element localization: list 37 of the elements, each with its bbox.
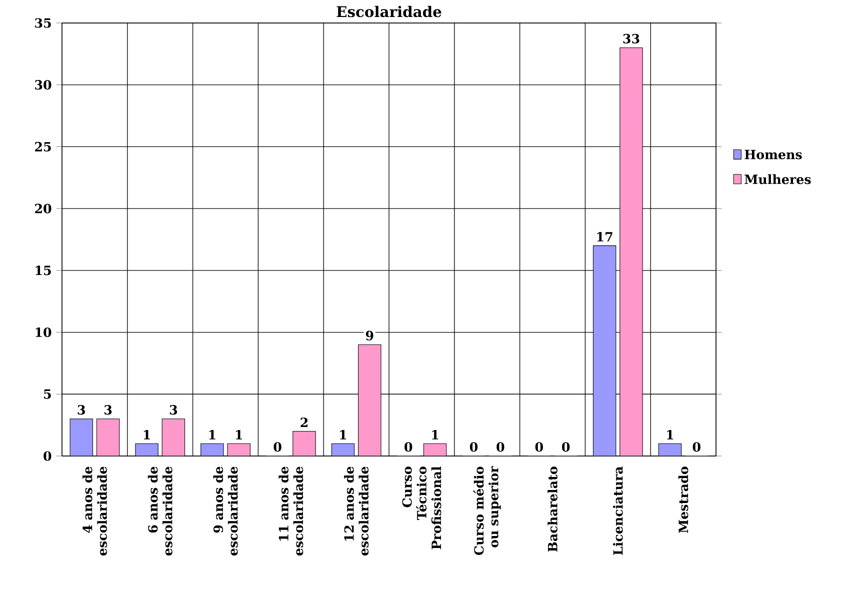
y-tick-label: 15 bbox=[36, 266, 51, 276]
data-label: 1 bbox=[236, 430, 242, 440]
data-label: 9 bbox=[366, 330, 374, 340]
x-tick-label: 4 anos de escolaridade bbox=[82, 466, 107, 556]
x-tick-label: Bacharelato bbox=[548, 466, 558, 552]
x-tick-label: Curso Técnico Profissional bbox=[402, 466, 442, 550]
y-tick-label: 0 bbox=[44, 451, 52, 461]
y-tick-label: 35 bbox=[35, 18, 51, 28]
x-tick-label: Licenciatura bbox=[613, 466, 623, 555]
x-tick-label: Curso médio ou superior bbox=[473, 466, 501, 555]
data-label: 0 bbox=[692, 442, 700, 452]
y-tick-label: 25 bbox=[35, 142, 51, 152]
data-label: 1 bbox=[144, 430, 150, 440]
data-label: 1 bbox=[667, 430, 674, 440]
data-label: 3 bbox=[78, 405, 85, 415]
data-label: 0 bbox=[470, 442, 478, 452]
data-label: 3 bbox=[170, 405, 178, 415]
data-label: 1 bbox=[340, 430, 346, 440]
data-label: 0 bbox=[535, 442, 543, 452]
data-label: 0 bbox=[562, 442, 570, 452]
data-label: 33 bbox=[623, 34, 640, 44]
y-tick-label: 10 bbox=[36, 327, 52, 338]
y-tick-label: 30 bbox=[35, 80, 52, 90]
data-label: 2 bbox=[300, 418, 308, 427]
x-tick-label: Mestrado bbox=[678, 466, 688, 533]
chart-title: Escolaridade bbox=[336, 6, 442, 18]
data-label: 3 bbox=[104, 405, 112, 415]
data-label: 1 bbox=[432, 430, 438, 440]
y-tick-label: 20 bbox=[35, 204, 52, 214]
data-label: 17 bbox=[597, 232, 612, 242]
legend-label: Homens bbox=[744, 150, 802, 160]
data-label: 1 bbox=[209, 430, 216, 440]
y-tick-label: 5 bbox=[44, 389, 51, 399]
data-label: 0 bbox=[496, 442, 504, 452]
data-label: 0 bbox=[404, 442, 412, 452]
data-label: 0 bbox=[274, 442, 282, 452]
legend-label: Mulheres bbox=[744, 174, 811, 184]
